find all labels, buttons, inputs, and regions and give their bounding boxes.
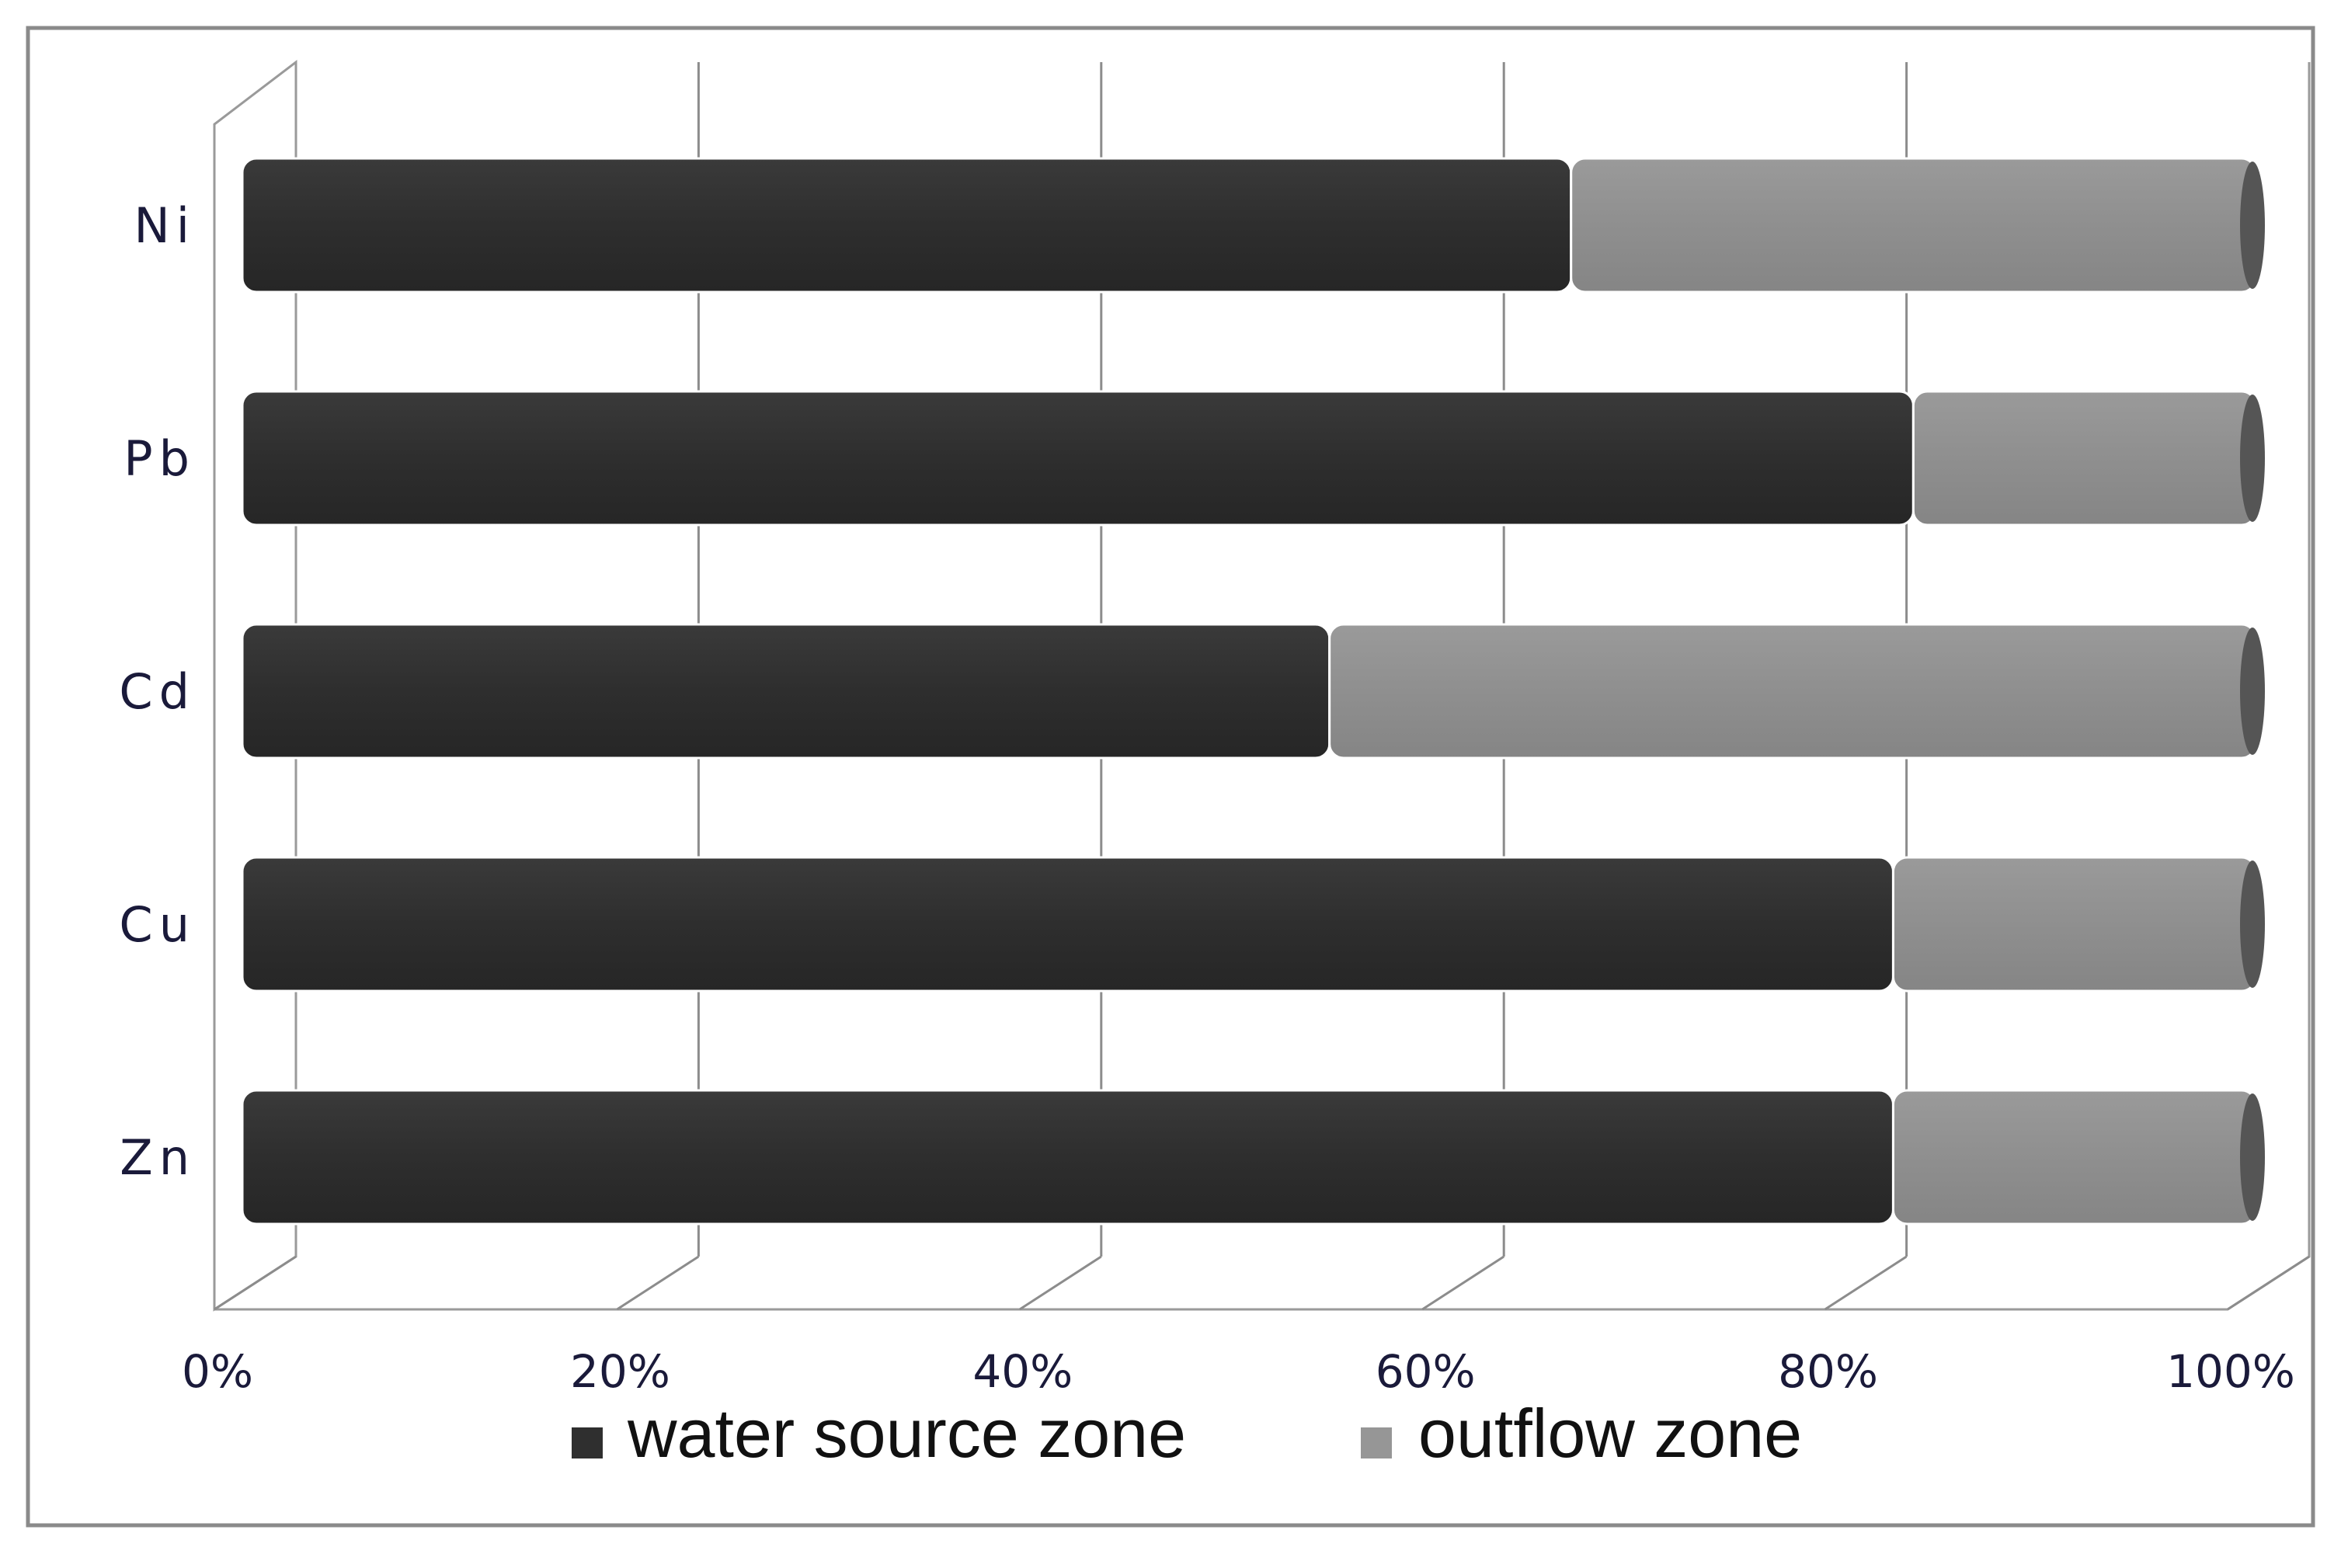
floor-gridline [1018,1255,1102,1311]
x-tick-label: 60% [1376,1345,1476,1398]
category-label: Cu [119,896,196,953]
legend-label: outflow zone [1418,1395,1802,1472]
floor-gridline [2227,1255,2310,1311]
bar-end-cap [2240,1093,2265,1221]
floor-gridline [616,1255,700,1311]
category-label: Pb [123,430,196,487]
category-label: Cd [119,663,196,720]
x-tick-label: 0% [182,1345,253,1398]
x-tick-label: 40% [972,1345,1073,1398]
floor-gridline [214,1255,297,1311]
bar-segment-outflow-zone [1570,157,2257,294]
bar-segment-water-source-zone [241,623,1331,760]
x-tick-label: 80% [1778,1345,1878,1398]
legend-swatch [1361,1427,1392,1458]
floor-gridline [1421,1255,1505,1311]
category-label: Zn [120,1129,196,1186]
bar-segment-outflow-zone [1911,390,2257,527]
bar-end-cap [2240,628,2265,755]
floor-gridline [1824,1255,1908,1311]
legend-label: water source zone [627,1395,1186,1472]
bar-segment-water-source-zone [241,1089,1894,1226]
bar-end-cap [2240,860,2265,988]
bar-segment-outflow-zone [1891,1089,2257,1226]
bar-end-cap [2240,162,2265,289]
bar-segment-water-source-zone [241,390,1915,527]
bar-end-cap [2240,395,2265,522]
bar-segment-water-source-zone [241,856,1894,993]
bar-segment-outflow-zone [1891,856,2257,993]
x-tick-label: 100% [2166,1345,2295,1398]
category-label: Ni [134,197,196,254]
x-tick-label: 20% [570,1345,670,1398]
bar-segment-water-source-zone [241,157,1573,294]
legend-swatch [572,1427,603,1458]
bar-segment-outflow-zone [1328,623,2257,760]
